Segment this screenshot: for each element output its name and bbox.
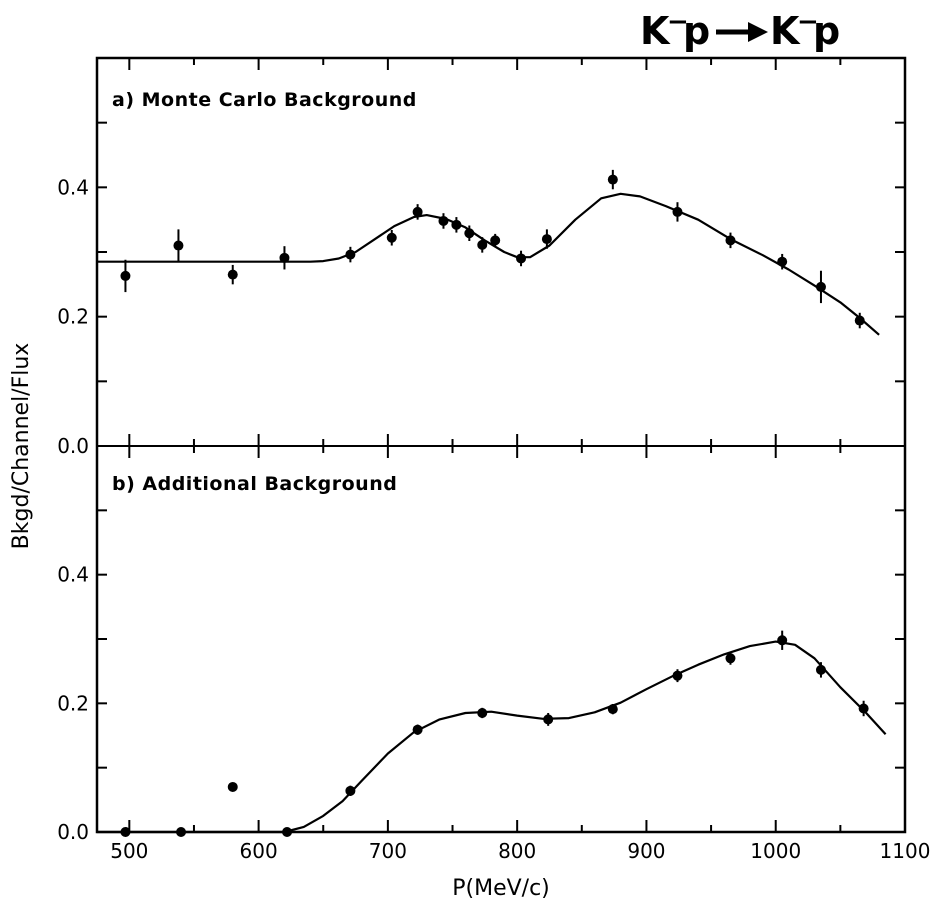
panel-a-label: a) Monte Carlo Background [112, 89, 417, 111]
data-point [477, 237, 488, 253]
data-point [516, 250, 527, 267]
data-point [858, 700, 869, 717]
y-tick-label: 0.0 [57, 820, 89, 844]
data-point [672, 669, 683, 683]
data-marker [854, 315, 865, 326]
x-tick-label: 700 [369, 839, 407, 863]
reaction-arrow-icon [716, 22, 768, 42]
data-point [438, 213, 449, 229]
data-marker [120, 270, 131, 281]
data-point [345, 785, 356, 796]
data-marker [672, 670, 683, 681]
reaction-rhs-target: p [813, 9, 841, 53]
data-point [345, 246, 356, 263]
reaction-lhs-particle: K [640, 9, 671, 53]
data-point [672, 202, 683, 222]
data-marker [438, 215, 449, 226]
x-axis-title: P(MeV/c) [452, 876, 550, 901]
data-marker [412, 206, 423, 217]
data-point [607, 169, 618, 190]
data-point [541, 229, 552, 249]
data-point [173, 229, 184, 262]
data-marker [386, 232, 397, 243]
data-marker [282, 827, 293, 837]
data-point [777, 253, 788, 270]
data-point [386, 230, 397, 246]
reaction-rhs-charge: − [797, 7, 819, 37]
data-point [451, 217, 462, 233]
data-marker [777, 635, 788, 646]
data-point [282, 827, 293, 837]
data-marker [672, 206, 683, 217]
data-marker [541, 234, 552, 245]
data-point [279, 246, 290, 270]
data-marker [725, 653, 736, 664]
y-tick-label: 0.4 [57, 175, 89, 199]
data-point [412, 724, 423, 735]
fit-curves [97, 192, 887, 834]
y-tick-label: 0.2 [57, 691, 89, 715]
data-marker [451, 219, 462, 230]
data-marker [279, 252, 290, 263]
reaction-lhs-charge: − [667, 7, 689, 37]
data-marker [227, 781, 238, 792]
data-point [543, 712, 554, 726]
x-tick-label: 900 [627, 839, 665, 863]
data-marker [227, 269, 238, 280]
data-point [815, 662, 826, 678]
y-tick-label: 0.2 [57, 305, 89, 329]
data-marker [858, 703, 869, 714]
x-tick-label: 1100 [880, 839, 931, 863]
data-point [725, 651, 736, 665]
data-point [854, 312, 865, 329]
data-point [464, 225, 475, 242]
data-point [725, 232, 736, 249]
data-marker [345, 249, 356, 260]
data-marker [412, 724, 423, 735]
data-marker [516, 253, 527, 264]
data-point [176, 827, 187, 837]
data-marker [815, 281, 826, 292]
data-marker [345, 785, 356, 796]
data-marker [725, 235, 736, 246]
x-tick-label: 600 [240, 839, 278, 863]
data-point [120, 827, 131, 837]
data-marker [490, 235, 501, 246]
data-marker [120, 827, 131, 837]
data-marker [777, 256, 788, 267]
data-marker [176, 827, 187, 837]
x-tick-label: 1000 [750, 839, 801, 863]
y-tick-label: 0.4 [57, 563, 89, 587]
data-marker [477, 239, 488, 250]
y-axis-title: Bkgd/Channel/Flux [9, 343, 34, 550]
fit-curve [97, 640, 887, 834]
y-tick-label: 0.0 [57, 434, 89, 458]
reaction-rhs-particle: K [770, 9, 801, 53]
data-marker [464, 228, 475, 239]
x-tick-label: 500 [110, 839, 148, 863]
reaction-lhs-target: p [683, 9, 711, 53]
panel-b-label: b) Additional Background [112, 473, 397, 495]
reaction-title: K − p K − p [640, 7, 841, 53]
axis-ticks: 0.0 0.2 0.4 0.0 0.2 0.4 500 600 700 800 900 1000 110… [57, 58, 930, 863]
data-marker [543, 714, 554, 725]
data-points [120, 169, 869, 837]
data-point [477, 707, 488, 719]
data-marker [173, 240, 184, 251]
data-marker [607, 174, 618, 185]
data-point [227, 264, 238, 285]
fit-curve [97, 192, 880, 336]
data-marker [477, 707, 488, 718]
data-point [777, 630, 788, 650]
data-point [607, 703, 618, 715]
data-point [490, 233, 501, 247]
data-point [227, 781, 238, 792]
data-marker [607, 704, 618, 715]
x-tick-label: 800 [498, 839, 536, 863]
data-point [412, 204, 423, 220]
data-point [120, 259, 131, 293]
data-point [815, 270, 826, 304]
data-marker [815, 664, 826, 675]
